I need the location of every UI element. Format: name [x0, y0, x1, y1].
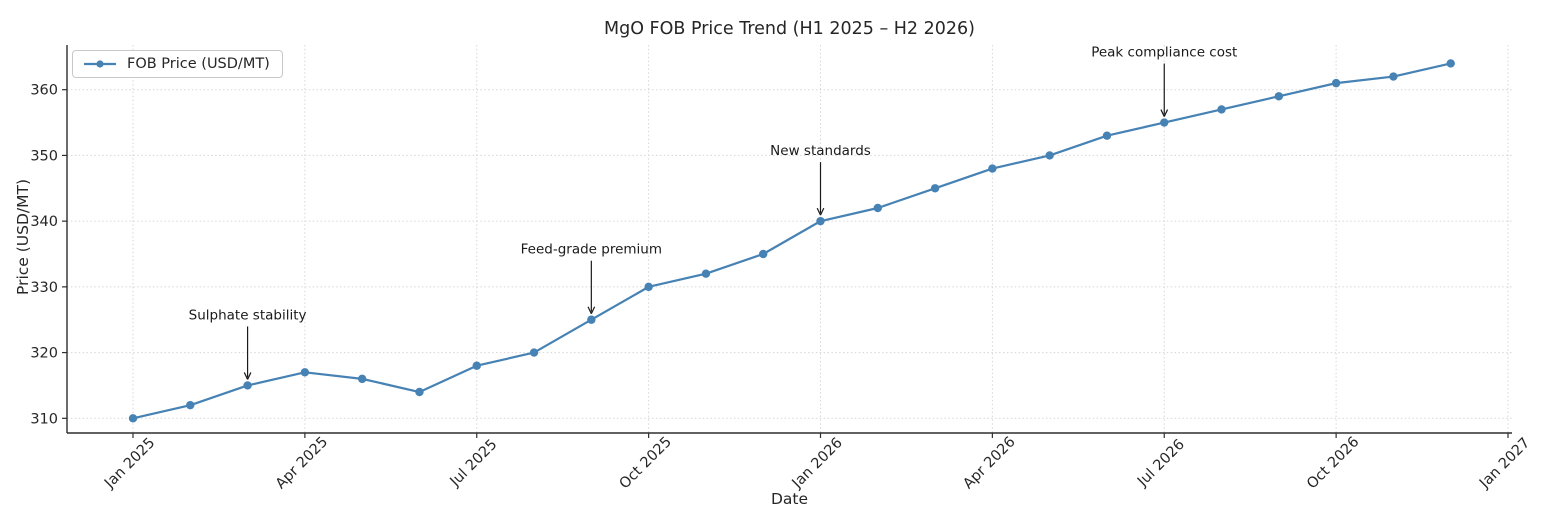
legend: FOB Price (USD/MT) [72, 50, 283, 78]
legend-label: FOB Price (USD/MT) [127, 56, 270, 72]
data-point-marker [1217, 105, 1226, 114]
data-point-marker [1446, 59, 1455, 68]
x-axis-label: Date [770, 490, 809, 508]
data-point-marker [1102, 131, 1112, 140]
data-point-marker [529, 348, 539, 357]
price-line [131, 62, 1452, 420]
y-tick-label: 310 [30, 411, 58, 427]
y-tick-label: 340 [30, 214, 58, 230]
annotation-label: Peak compliance cost [1091, 45, 1237, 61]
annotation-arrowhead-icon [1160, 109, 1169, 117]
data-point-marker [930, 184, 940, 193]
y-tick-label: 320 [30, 346, 58, 362]
x-tick-label: Apr 2026 [960, 434, 1018, 492]
chart-title: MgO FOB Price Trend (H1 2025 – H2 2026) [604, 19, 975, 39]
annotation-label: Sulphate stability [189, 307, 307, 323]
data-point-marker [1160, 118, 1169, 127]
x-tick-label: Oct 2026 [1304, 434, 1362, 492]
data-point-marker [759, 249, 768, 259]
y-tick-label: 360 [30, 83, 58, 99]
annotation-arrowhead-icon [243, 372, 252, 380]
data-point-marker [1331, 78, 1341, 88]
y-tick-label: 350 [30, 148, 58, 164]
data-point-marker [1274, 92, 1284, 101]
data-point-marker [415, 387, 424, 397]
data-point-marker [472, 361, 481, 370]
data-point-marker [816, 216, 825, 226]
annotation-arrowhead-icon [816, 207, 825, 216]
data-point-marker [186, 400, 195, 410]
data-point-marker [243, 381, 252, 390]
x-tick-label: Jan 2027 [1476, 435, 1533, 492]
data-point-marker [644, 282, 653, 292]
x-tick-label: Jul 2025 [447, 437, 501, 491]
data-point-marker [701, 269, 711, 278]
data-point-marker [128, 414, 138, 423]
data-point-marker [587, 315, 596, 324]
x-tick-label: Jan 2025 [101, 435, 158, 492]
data-point-marker [988, 164, 997, 173]
annotation-label: Feed-grade premium [521, 242, 662, 258]
data-point-marker [1389, 72, 1398, 81]
data-point-marker [300, 368, 310, 377]
annotation-label: New standards [770, 143, 871, 159]
y-axis-label: Price (USD/MT) [14, 178, 32, 296]
annotation-arrowhead-icon [587, 306, 596, 314]
x-tick-label: Jul 2026 [1134, 437, 1188, 491]
x-tick-label: Jan 2026 [789, 435, 846, 492]
data-point-marker [357, 374, 367, 384]
x-tick-label: Apr 2025 [273, 434, 331, 492]
y-tick-label: 330 [30, 280, 58, 296]
x-tick-label: Oct 2025 [617, 434, 675, 492]
data-point-marker [1045, 151, 1054, 160]
data-point-marker [873, 203, 882, 213]
legend-line-marker-icon [84, 60, 116, 68]
